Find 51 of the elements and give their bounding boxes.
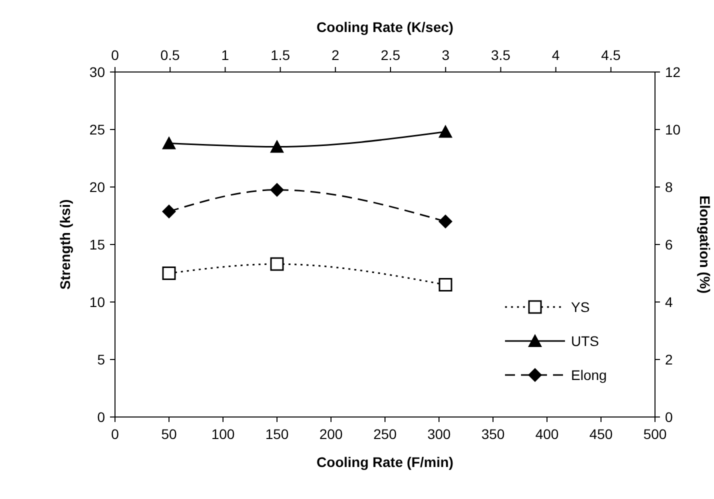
x2-tick-label: 0 <box>111 47 120 63</box>
point <box>270 182 284 197</box>
x-tick-label: 250 <box>373 426 397 442</box>
x-tick-label: 200 <box>319 426 343 442</box>
x2-tick-label: 2 <box>332 47 340 63</box>
legend-label: YS <box>571 299 590 315</box>
x2-tick-label: 1.5 <box>270 47 290 63</box>
x-tick-label: 50 <box>161 426 177 442</box>
y2-tick-label: 4 <box>665 294 673 310</box>
y-tick-label: 0 <box>97 409 106 425</box>
point <box>438 214 452 228</box>
y2-tick-label: 2 <box>665 352 673 368</box>
point <box>162 136 176 150</box>
legend-label: Elong <box>571 367 607 383</box>
y-tick-label: 30 <box>89 64 106 80</box>
y2-tick-label: 6 <box>665 236 673 252</box>
point <box>438 124 452 138</box>
x2-tick-label: 4 <box>552 47 560 63</box>
legend-label: UTS <box>571 333 599 349</box>
x-axis-title: Cooling Rate (F/min) <box>316 454 454 470</box>
y-tick-label: 20 <box>89 179 106 195</box>
x2-tick-label: 2.5 <box>380 47 400 63</box>
x-tick-label: 0 <box>111 426 120 442</box>
point <box>270 257 284 271</box>
point <box>438 278 452 292</box>
y-tick-label: 5 <box>97 352 106 368</box>
y2-axis-title: Elongation (%) <box>697 196 713 294</box>
point <box>162 204 176 218</box>
y2-tick-label: 10 <box>665 122 681 138</box>
y-axis-title: Strength (ksi) <box>57 199 73 290</box>
x-tick-label: 300 <box>427 426 451 442</box>
y2-tick-label: 0 <box>665 409 673 425</box>
x2-tick-label: 3 <box>442 47 450 63</box>
x2-tick-label: 3.5 <box>490 47 511 63</box>
x2-tick-label: 0.5 <box>160 47 180 63</box>
y-tick-label: 10 <box>89 294 106 310</box>
x-tick-label: 100 <box>211 426 235 442</box>
y2-tick-label: 8 <box>665 179 673 195</box>
x-tick-label: 350 <box>481 426 505 442</box>
point <box>162 266 176 280</box>
x2-tick-label: 4.5 <box>601 47 621 63</box>
point <box>270 140 284 153</box>
x-tick-label: 400 <box>535 426 559 442</box>
y-tick-label: 25 <box>89 122 106 138</box>
x2-axis-title: Cooling Rate (K/sec) <box>316 19 454 35</box>
x-tick-label: 450 <box>589 426 613 442</box>
y2-tick-label: 12 <box>665 64 681 80</box>
x-tick-label: 500 <box>643 426 667 442</box>
x2-tick-label: 1 <box>221 47 230 63</box>
x-tick-label: 150 <box>265 426 289 442</box>
y-tick-label: 15 <box>89 236 106 252</box>
